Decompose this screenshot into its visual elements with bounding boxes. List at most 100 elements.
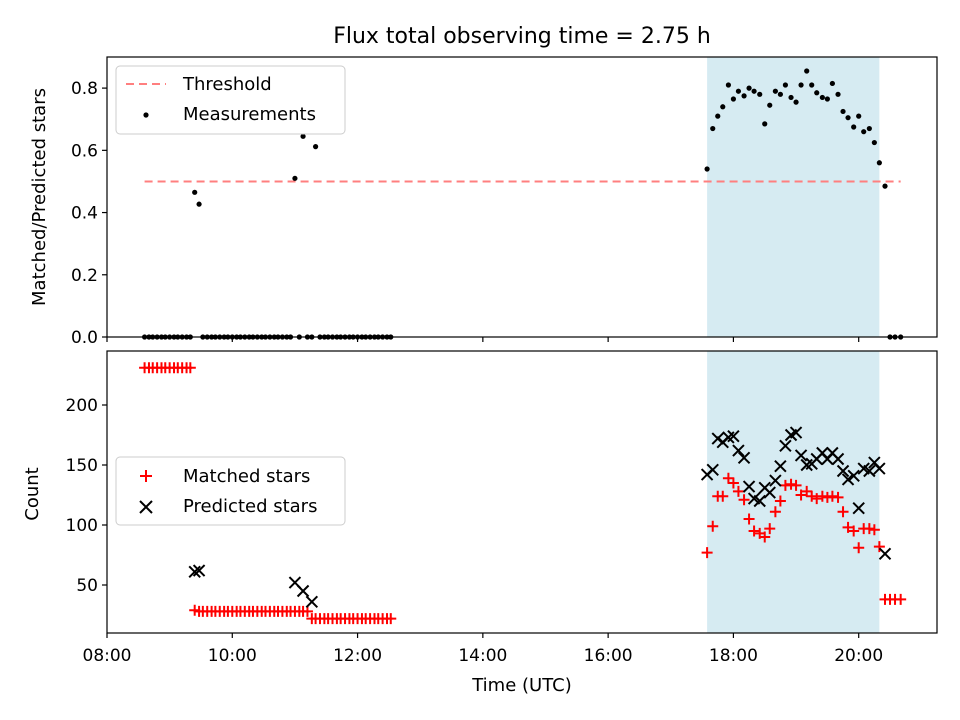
- predicted-star-point: [863, 464, 876, 478]
- top-y-tick-label: 0.4: [71, 204, 98, 224]
- bottom-x-tick-label: 16:00: [584, 646, 633, 666]
- measurement-point: [720, 104, 726, 110]
- measurement-point: [730, 96, 737, 102]
- measurement-point: [814, 90, 820, 96]
- matched-star-point: [743, 513, 755, 525]
- predicted-star-point: [769, 474, 782, 487]
- measurement-point: [798, 82, 804, 88]
- measurement-point: [767, 102, 773, 108]
- bottom-legend: Matched stars Predicted stars: [115, 456, 346, 526]
- predicted-star-point: [873, 462, 886, 475]
- matched-star-point: [801, 485, 813, 497]
- matched-star-point: [816, 490, 828, 502]
- matched-star-point: [837, 506, 849, 518]
- predicted-star-point: [779, 439, 792, 453]
- measurement-point: [840, 108, 846, 115]
- measurement-point: [757, 91, 763, 97]
- predicted-star-point: [296, 584, 310, 598]
- predicted-star-point: [737, 451, 751, 465]
- matched-star-point: [301, 605, 313, 617]
- matched-star-point: [895, 593, 907, 605]
- top-highlight-span: [707, 57, 880, 337]
- predicted-star-point: [763, 486, 776, 499]
- matched-star-point: [727, 477, 739, 489]
- measurement-point: [196, 201, 202, 207]
- measurement-point: [312, 144, 319, 150]
- x-axis-label: Time (UTC): [471, 675, 572, 696]
- measurement-point: [292, 175, 298, 181]
- legend-threshold-label: Threshold: [182, 74, 272, 95]
- predicted-star-points: [188, 426, 892, 609]
- predicted-star-point: [847, 469, 860, 483]
- top-legend: Threshold Measurements: [115, 65, 346, 135]
- measurement-point: [192, 189, 198, 195]
- bottom-y-tick-label: 50: [76, 576, 98, 596]
- bottom-y-tick-label: 100: [66, 516, 98, 536]
- matched-star-point: [868, 524, 880, 536]
- top-plot-frame: [106, 56, 938, 338]
- matched-star-point: [774, 495, 786, 507]
- predicted-star-point: [794, 449, 808, 462]
- measurement-point: [861, 129, 867, 135]
- matched-star-point: [853, 542, 865, 554]
- predicted-star-point: [706, 463, 719, 477]
- matched-star-point: [759, 531, 771, 543]
- measurement-point: [819, 94, 825, 101]
- matched-star-point: [811, 493, 823, 505]
- matched-star-point: [779, 479, 791, 491]
- measurement-point: [788, 94, 794, 101]
- matched-star-point: [722, 472, 734, 484]
- measurement-point: [782, 82, 789, 88]
- measurement-point: [856, 113, 862, 119]
- measurement-point: [804, 68, 810, 74]
- legend-predicted-swatch: [139, 500, 153, 514]
- matched-star-point: [832, 491, 844, 503]
- measurement-point: [866, 125, 872, 132]
- top-y-axis-label: Matched/Predicted stars: [29, 88, 50, 306]
- top-y-tick-label: 0.0: [71, 328, 98, 348]
- matched-star-point: [806, 490, 818, 502]
- legend-measurements-label: Measurements: [183, 104, 316, 125]
- predicted-star-point: [305, 595, 319, 609]
- top-y-tick-label: 0.8: [71, 79, 98, 99]
- predicted-star-point: [742, 480, 756, 493]
- measurement-point: [829, 80, 835, 87]
- predicted-star-point: [753, 494, 766, 508]
- predicted-star-point: [878, 547, 892, 561]
- legend-matched-label: Matched stars: [183, 466, 310, 487]
- matched-star-point: [732, 485, 744, 497]
- bottom-plot-frame: [106, 350, 938, 634]
- matched-star-point: [769, 506, 781, 518]
- measurement-point: [835, 91, 841, 97]
- predicted-star-point: [192, 564, 206, 577]
- measurement-point: [751, 88, 757, 94]
- top-legend-box: [115, 65, 346, 135]
- predicted-star-point: [841, 473, 855, 486]
- bottom-panel: 50 100 150 200 08:00 10:00 12:00 14:00 16:00 18:…: [22, 350, 938, 696]
- matched-star-point: [184, 362, 196, 374]
- measurement-point: [871, 139, 877, 146]
- bottom-y-axis-label: Count: [22, 467, 43, 520]
- measurement-point: [876, 160, 882, 166]
- bottom-y-axis: 50 100 150 200: [66, 396, 107, 596]
- measurement-point: [710, 125, 716, 132]
- bottom-y-tick-label: 200: [66, 396, 98, 416]
- measurement-point: [300, 133, 306, 139]
- matched-star-point: [863, 523, 875, 535]
- measurement-points: [141, 68, 904, 340]
- legend-measurements-swatch: [143, 112, 149, 118]
- matched-star-point: [764, 523, 776, 535]
- measurement-point: [793, 99, 799, 105]
- matched-star-point: [748, 525, 760, 537]
- bottom-x-tick-label: 10:00: [208, 646, 257, 666]
- top-panel: 0.00.20.40.60.8 Matched/Predicted stars …: [29, 56, 938, 348]
- bottom-x-tick-label: 14:00: [458, 646, 507, 666]
- bottom-x-tick-label: 20:00: [834, 646, 883, 666]
- measurement-point: [725, 82, 732, 88]
- measurement-point: [704, 166, 710, 172]
- bottom-x-tick-label: 18:00: [709, 646, 758, 666]
- matched-star-point: [873, 541, 885, 553]
- measurement-point: [715, 113, 721, 119]
- measurement-point: [746, 85, 752, 91]
